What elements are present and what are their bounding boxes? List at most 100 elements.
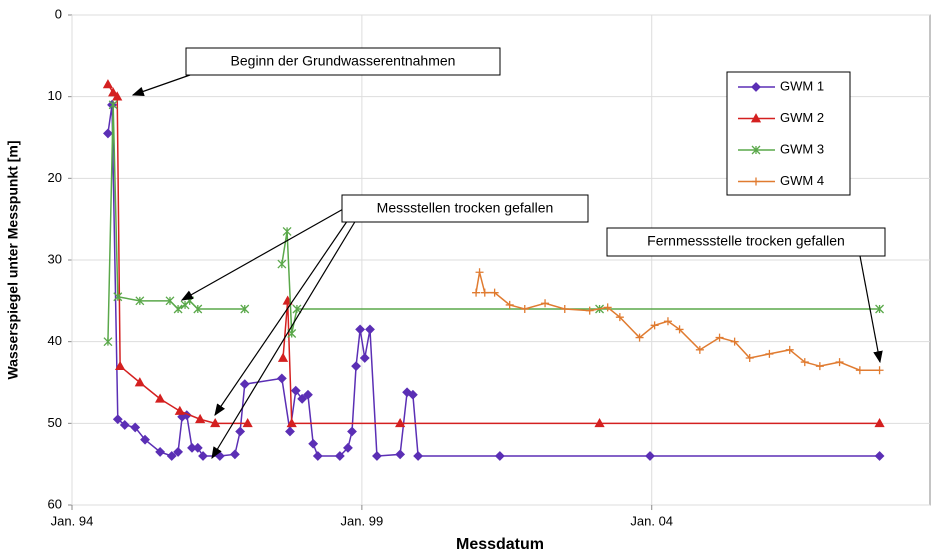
marker bbox=[505, 300, 514, 309]
marker bbox=[645, 451, 655, 461]
arrow bbox=[859, 255, 883, 364]
marker bbox=[752, 177, 760, 186]
marker bbox=[395, 449, 406, 460]
marker bbox=[413, 451, 424, 461]
marker bbox=[603, 303, 612, 312]
y-tick-label: 20 bbox=[48, 170, 62, 185]
marker bbox=[395, 417, 406, 428]
marker bbox=[134, 377, 145, 387]
marker bbox=[695, 345, 704, 354]
marker bbox=[108, 100, 118, 110]
marker bbox=[103, 128, 113, 139]
x-tick-label: Jan. 99 bbox=[341, 513, 384, 528]
marker bbox=[585, 306, 594, 315]
marker bbox=[560, 305, 569, 313]
marker bbox=[663, 317, 672, 326]
marker bbox=[312, 451, 323, 461]
marker bbox=[242, 417, 253, 428]
marker bbox=[334, 451, 345, 461]
y-tick-label: 0 bbox=[55, 6, 62, 21]
y-tick-label: 40 bbox=[48, 333, 62, 348]
x-axis-title: Messdatum bbox=[456, 536, 544, 553]
arrow bbox=[131, 74, 191, 96]
marker bbox=[303, 389, 313, 400]
marker bbox=[235, 426, 246, 437]
series-line bbox=[107, 104, 245, 342]
marker bbox=[541, 299, 550, 308]
marker bbox=[119, 420, 130, 430]
marker bbox=[490, 288, 499, 297]
marker bbox=[520, 305, 529, 313]
marker bbox=[140, 434, 150, 445]
marker bbox=[874, 417, 885, 428]
marker bbox=[113, 292, 123, 302]
marker bbox=[115, 360, 126, 371]
marker bbox=[285, 426, 295, 437]
marker bbox=[343, 442, 353, 453]
marker bbox=[173, 304, 183, 314]
annotation-box bbox=[606, 227, 886, 257]
annotations: Beginn der Grundwasserentnahmen Messstel… bbox=[131, 47, 886, 460]
marker bbox=[800, 358, 809, 367]
marker bbox=[874, 451, 885, 461]
marker bbox=[785, 345, 794, 354]
marker bbox=[192, 442, 203, 453]
marker bbox=[730, 337, 739, 346]
marker bbox=[635, 333, 644, 342]
annotation-box bbox=[185, 47, 501, 76]
marker bbox=[351, 361, 361, 372]
marker bbox=[750, 113, 762, 123]
marker bbox=[494, 451, 505, 461]
marker bbox=[675, 325, 684, 334]
marker bbox=[130, 422, 141, 433]
legend-label: GWM 1 bbox=[780, 78, 824, 93]
y-tick-label: 30 bbox=[48, 251, 62, 266]
marker bbox=[290, 385, 301, 396]
marker bbox=[835, 358, 844, 367]
marker bbox=[193, 304, 203, 314]
marker bbox=[650, 321, 659, 330]
legend bbox=[726, 71, 851, 196]
marker bbox=[282, 226, 292, 236]
arrow bbox=[180, 207, 346, 301]
marker bbox=[108, 87, 119, 97]
marker bbox=[155, 393, 166, 403]
y-tick-label: 10 bbox=[48, 88, 62, 103]
annotation: Messstellen trocken gefallen bbox=[377, 200, 554, 216]
x-tick-label: Jan. 04 bbox=[630, 513, 673, 528]
legend-label: GWM 2 bbox=[780, 110, 824, 125]
marker bbox=[286, 417, 297, 428]
marker bbox=[240, 304, 250, 314]
marker bbox=[765, 349, 774, 358]
marker bbox=[359, 353, 370, 363]
marker bbox=[277, 352, 289, 362]
marker bbox=[875, 304, 885, 314]
marker bbox=[475, 268, 484, 277]
marker bbox=[855, 366, 864, 375]
marker bbox=[112, 91, 123, 101]
marker bbox=[347, 426, 357, 437]
marker bbox=[402, 387, 413, 398]
marker bbox=[751, 82, 761, 92]
y-tick-label: 50 bbox=[48, 415, 62, 430]
legend-label: GWM 3 bbox=[780, 141, 824, 156]
series-line bbox=[107, 104, 880, 457]
y-tick-label: 60 bbox=[48, 496, 62, 511]
marker bbox=[355, 324, 366, 335]
marker bbox=[615, 313, 624, 322]
marker bbox=[195, 413, 206, 424]
marker bbox=[239, 379, 250, 390]
marker bbox=[472, 288, 481, 297]
annotation-box bbox=[341, 194, 589, 223]
marker bbox=[198, 451, 208, 461]
marker bbox=[594, 417, 605, 428]
marker bbox=[276, 373, 287, 384]
legend-label: GWM 4 bbox=[780, 173, 824, 188]
y-axis-title: Wasserspiegel unter Messpunkt [m] bbox=[5, 140, 21, 379]
marker bbox=[102, 79, 114, 89]
marker bbox=[155, 446, 166, 457]
annotation: Fernmessstelle trocken gefallen bbox=[647, 233, 845, 249]
marker bbox=[480, 288, 489, 297]
marker bbox=[174, 405, 185, 415]
